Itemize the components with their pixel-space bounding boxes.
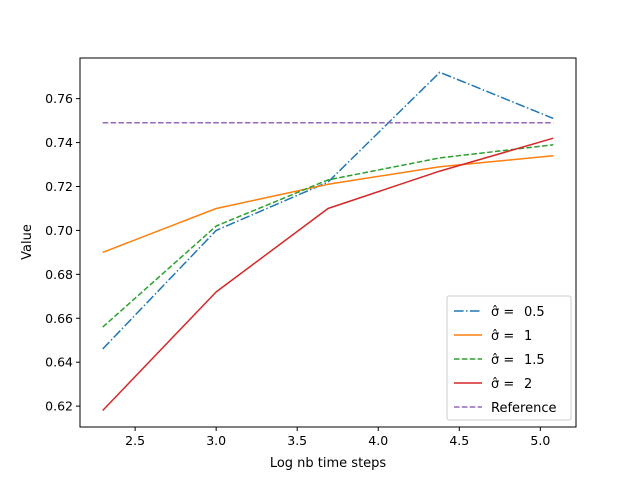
legend-label-prefix: σ̂ = xyxy=(491,329,514,344)
series-line-0-5 xyxy=(102,71,554,350)
y-axis-ticks: 0.62 0.64 0.66 0.68 0.70 0.72 0.74 0.76 xyxy=(45,91,80,414)
series-line-1 xyxy=(102,154,554,254)
x-axis-label: Log nb time steps xyxy=(270,456,387,471)
y-tick-label: 0.66 xyxy=(45,311,73,326)
y-tick-label: 0.72 xyxy=(45,179,73,194)
legend-label-prefix: σ̂ = xyxy=(491,305,514,320)
y-tick-label: 0.74 xyxy=(45,135,73,150)
x-axis-ticks: 2.5 3.0 3.5 4.0 4.5 5.0 xyxy=(125,427,550,448)
x-tick-label: 4.0 xyxy=(368,433,388,448)
x-tick-label: 3.5 xyxy=(287,433,307,448)
legend-label: Reference xyxy=(491,401,556,416)
legend-label-value: 1 xyxy=(524,329,532,344)
legend-box xyxy=(446,295,572,421)
legend-label-value: 2 xyxy=(524,377,532,392)
legend-label-prefix: σ̂ = xyxy=(491,377,514,392)
legend-label-value: 0.5 xyxy=(524,305,545,320)
y-tick-label: 0.76 xyxy=(45,91,73,106)
x-tick-label: 3.0 xyxy=(206,433,226,448)
y-tick-label: 0.70 xyxy=(45,223,73,238)
y-tick-label: 0.68 xyxy=(45,267,73,282)
x-tick-label: 2.5 xyxy=(125,433,145,448)
series-line-2 xyxy=(102,137,554,412)
plot-area-frame xyxy=(79,57,577,428)
legend: σ̂ = 0.5 σ̂ = 1 σ̂ = 1.5 σ̂ = 2 Reference xyxy=(446,295,572,421)
y-axis-label: Value xyxy=(20,224,35,260)
series-line-1-5 xyxy=(102,144,554,328)
series-layer xyxy=(102,71,554,412)
x-tick-label: 5.0 xyxy=(530,433,550,448)
y-tick-label: 0.62 xyxy=(45,399,73,414)
y-tick-label: 0.64 xyxy=(45,355,73,370)
legend-label-prefix: σ̂ = xyxy=(491,353,514,368)
x-tick-label: 4.5 xyxy=(449,433,469,448)
legend-label-value: 1.5 xyxy=(524,353,545,368)
